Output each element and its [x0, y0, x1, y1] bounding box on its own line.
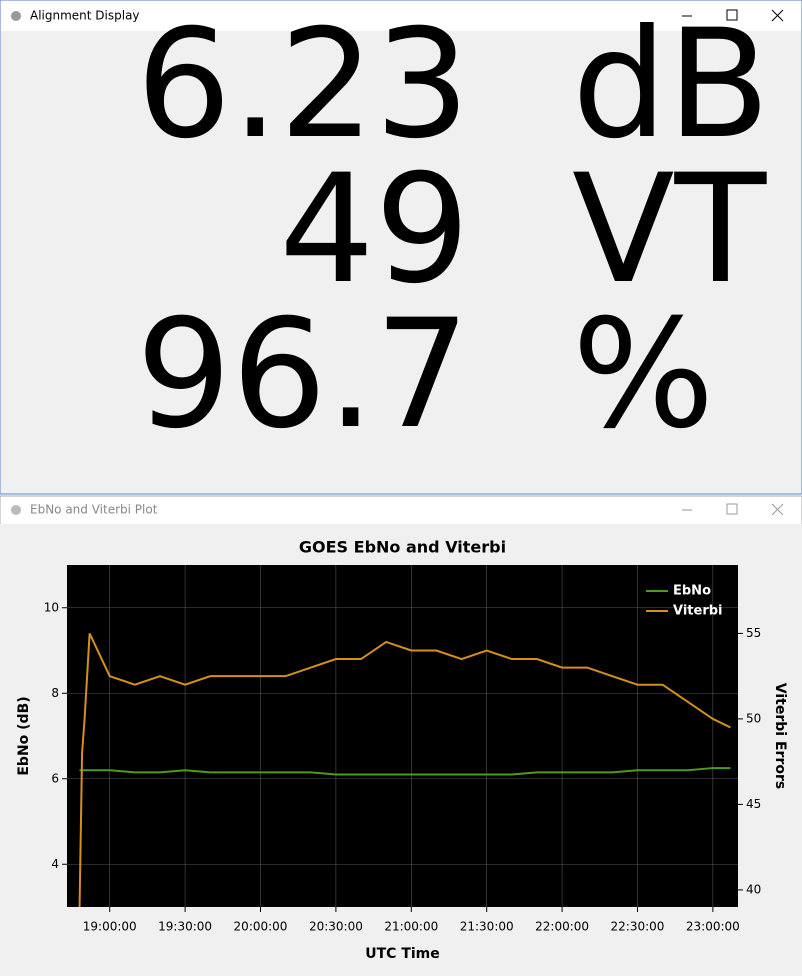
- y-tick-label: 8: [51, 686, 59, 700]
- x-tick-label: 23:00:00: [686, 920, 740, 934]
- x-tick-label: 21:00:00: [384, 920, 438, 934]
- y2-tick-label: 40: [746, 882, 761, 896]
- x-tick-label: 19:30:00: [158, 920, 212, 934]
- y2-tick-label: 45: [746, 797, 761, 811]
- readout-value: 96.7: [136, 288, 470, 462]
- x-axis-label: UTC Time: [365, 946, 440, 962]
- y-tick-label: 4: [51, 857, 59, 871]
- x-tick-label: 20:00:00: [234, 920, 288, 934]
- plot-background: [67, 565, 738, 907]
- title-bar: [1, 1, 801, 31]
- legend-label: Viterbi: [673, 604, 723, 619]
- y-axis-label: EbNo (dB): [16, 696, 32, 775]
- readout-unit: VT: [572, 143, 768, 317]
- alignment-window: [0, 0, 802, 495]
- y-tick-label: 6: [51, 771, 59, 785]
- app-icon: [11, 505, 21, 515]
- readout-value: 6.23: [136, 0, 470, 172]
- x-tick-label: 20:30:00: [309, 920, 363, 934]
- x-tick-label: 19:00:00: [83, 920, 137, 934]
- chart-title: GOES EbNo and Viterbi: [299, 538, 506, 557]
- legend-label: EbNo: [673, 584, 711, 599]
- maximize-button[interactable]: [726, 9, 738, 21]
- x-tick-label: 21:30:00: [460, 920, 514, 934]
- close-button[interactable]: [771, 503, 784, 516]
- y2-tick-label: 55: [746, 626, 761, 640]
- readout-unit: %: [572, 288, 715, 462]
- y2-tick-label: 50: [746, 711, 761, 725]
- app-icon: [11, 11, 21, 21]
- data-line: [79, 767, 731, 776]
- window-title: EbNo and Viterbi Plot: [30, 503, 158, 517]
- x-tick-label: 22:30:00: [611, 920, 665, 934]
- readout-value: 49: [279, 143, 470, 317]
- data-line: [78, 632, 731, 908]
- y-tick-label: 10: [44, 600, 59, 614]
- y2-axis-label: Viterbi Errors: [772, 683, 788, 789]
- x-tick-label: 22:00:00: [535, 920, 589, 934]
- readout-unit: dB: [572, 0, 770, 172]
- window-title: Alignment Display: [30, 9, 140, 23]
- maximize-button[interactable]: [726, 503, 738, 515]
- close-button[interactable]: [771, 9, 784, 22]
